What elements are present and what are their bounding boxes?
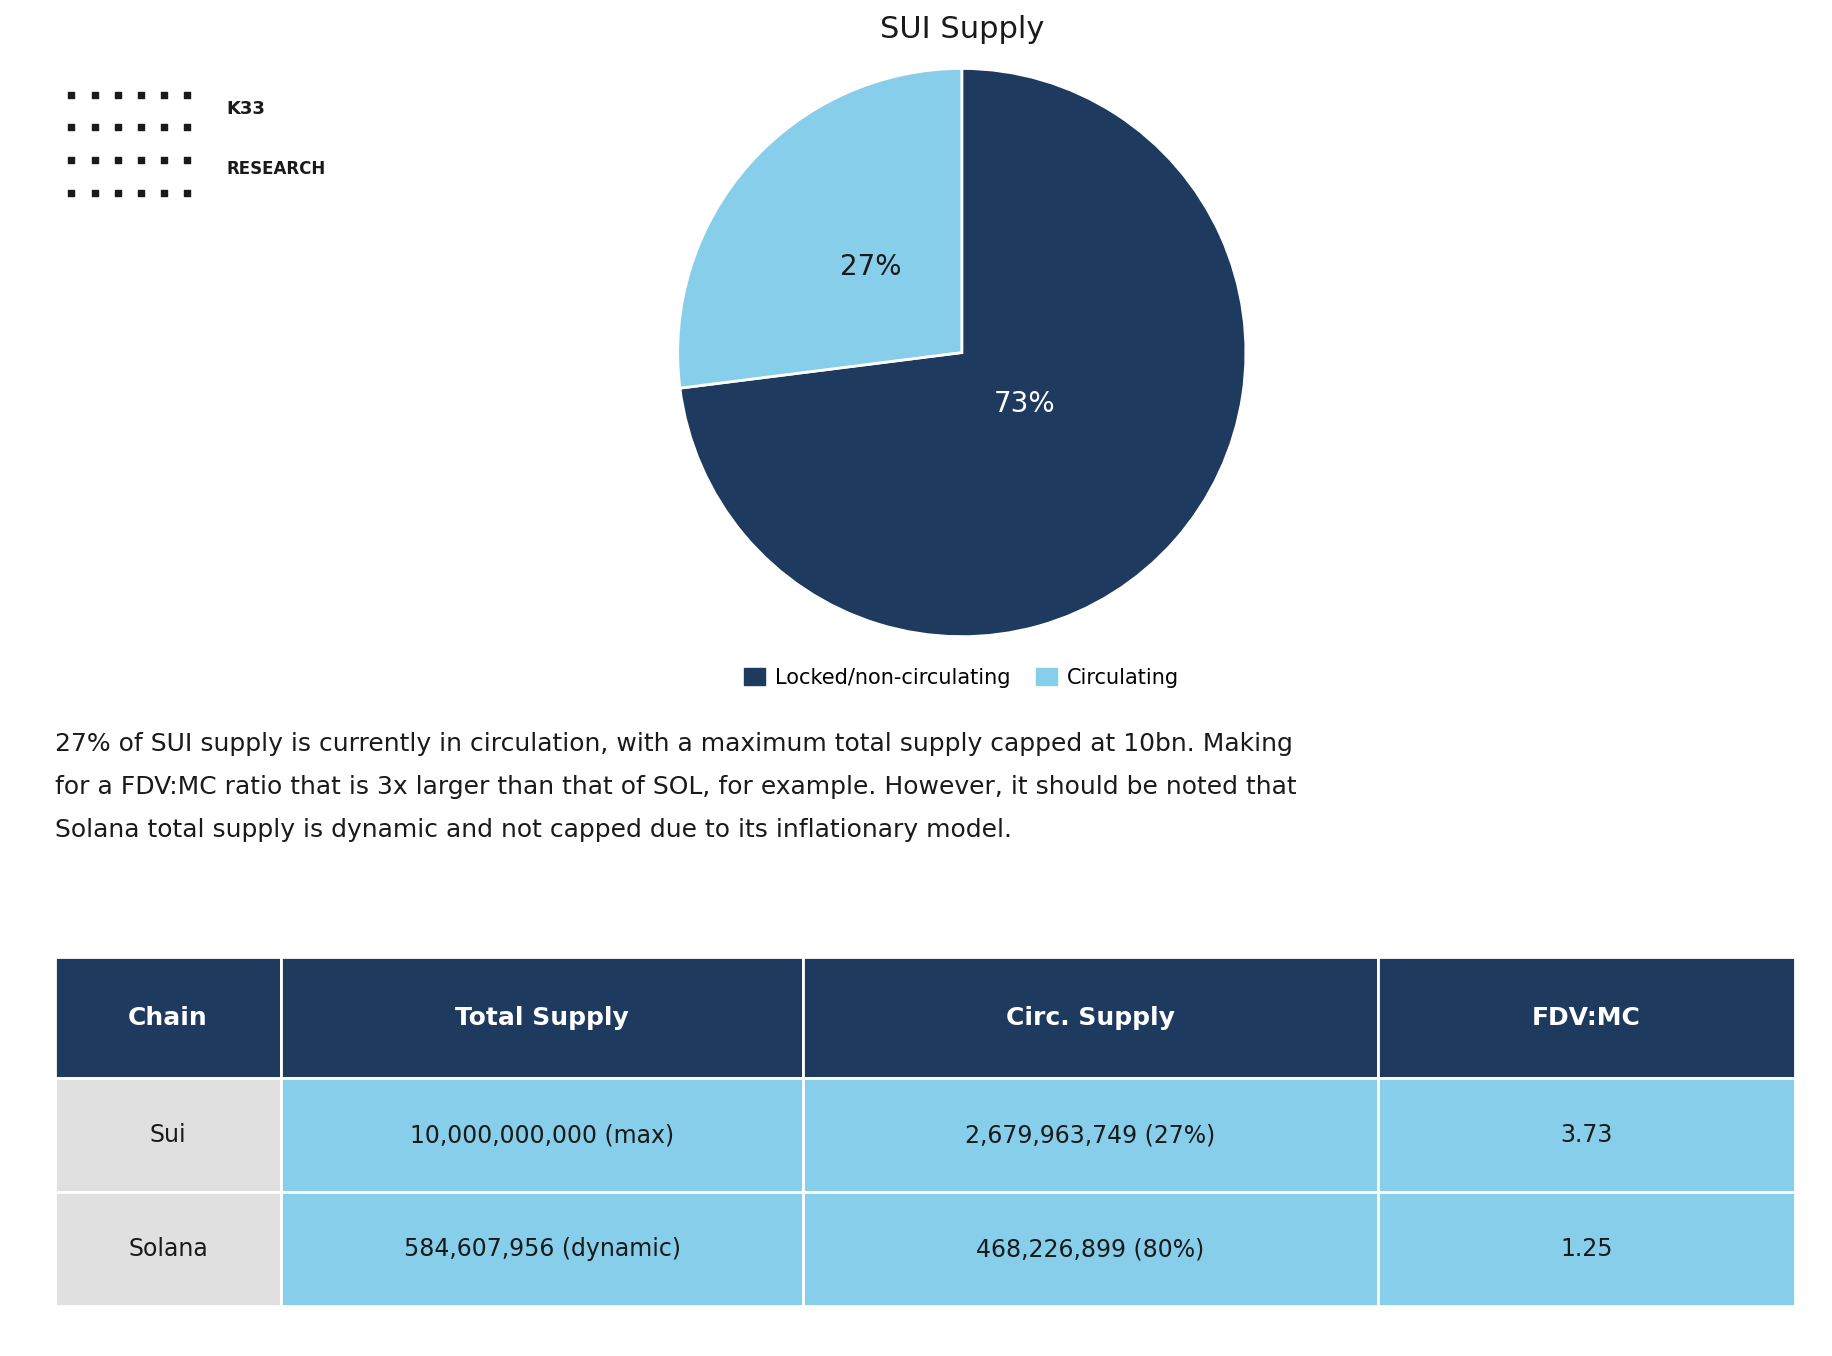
Text: Total Supply: Total Supply (456, 1006, 628, 1029)
Point (81, 84, 110, 106)
Text: 3.73: 3.73 (1561, 1123, 1612, 1147)
Point (57, 117, 86, 138)
Point (103, 149, 132, 171)
Text: 73%: 73% (993, 389, 1055, 418)
Wedge shape (680, 68, 1246, 637)
Point (148, 182, 178, 203)
Text: FDV:MC: FDV:MC (1532, 1006, 1641, 1029)
Text: 27%: 27% (841, 254, 901, 281)
Bar (55, 1078, 282, 1192)
Text: K33: K33 (227, 100, 266, 118)
Title: SUI Supply: SUI Supply (879, 15, 1044, 43)
Bar (1378, 1192, 1795, 1306)
Text: 468,226,899 (80%): 468,226,899 (80%) (976, 1237, 1205, 1261)
Point (172, 84, 202, 106)
Point (172, 182, 202, 203)
Point (172, 149, 202, 171)
Point (81, 117, 110, 138)
Point (57, 149, 86, 171)
Point (148, 149, 178, 171)
Point (81, 182, 110, 203)
Point (103, 117, 132, 138)
Text: 584,607,956 (dynamic): 584,607,956 (dynamic) (403, 1237, 682, 1261)
Point (126, 182, 156, 203)
Text: Chain: Chain (128, 1006, 209, 1029)
Text: 1.25: 1.25 (1561, 1237, 1612, 1261)
Text: 2,679,963,749 (27%): 2,679,963,749 (27%) (965, 1123, 1216, 1147)
Bar (1378, 957, 1795, 1078)
Text: Circ. Supply: Circ. Supply (1006, 1006, 1174, 1029)
Bar (55, 957, 282, 1078)
Bar (802, 957, 1378, 1078)
Bar (282, 957, 802, 1078)
Point (103, 84, 132, 106)
Point (126, 149, 156, 171)
Bar (1378, 1078, 1795, 1192)
Point (57, 84, 86, 106)
Point (126, 84, 156, 106)
Point (172, 117, 202, 138)
Text: 27% of SUI supply is currently in circulation, with a maximum total supply cappe: 27% of SUI supply is currently in circul… (55, 732, 1297, 842)
Point (148, 117, 178, 138)
Legend: Locked/non-circulating, Circulating: Locked/non-circulating, Circulating (736, 659, 1187, 697)
Bar (282, 1078, 802, 1192)
Text: 10,000,000,000 (max): 10,000,000,000 (max) (410, 1123, 674, 1147)
Text: Solana: Solana (128, 1237, 209, 1261)
Point (126, 117, 156, 138)
Bar (282, 1192, 802, 1306)
Point (103, 182, 132, 203)
Wedge shape (678, 68, 962, 388)
Bar (802, 1192, 1378, 1306)
Text: RESEARCH: RESEARCH (227, 160, 326, 178)
Bar (55, 1192, 282, 1306)
Point (148, 84, 178, 106)
Point (81, 149, 110, 171)
Bar (802, 1078, 1378, 1192)
Text: Sui: Sui (150, 1123, 187, 1147)
Point (57, 182, 86, 203)
